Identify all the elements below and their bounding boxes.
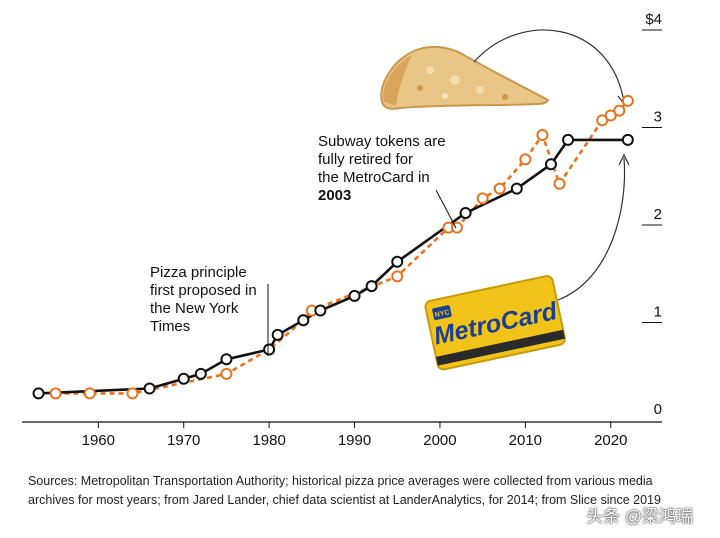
pizza-slice-price-point [536, 129, 549, 141]
watermark: 头条 @梁鸿瑞 [586, 507, 693, 526]
pizza-slice-price-point [613, 104, 626, 117]
y-grid [642, 29, 662, 323]
sources-note: Sources: Metropolitan Transportation Aut… [28, 474, 661, 507]
subway-fare-point [348, 289, 361, 302]
annotation-subway-tokens: Subway tokens are fully retired for the … [318, 133, 450, 204]
y-tick-label: 3 [654, 109, 662, 126]
subway-fare-point [621, 133, 634, 146]
y-tick-label: 1 [654, 304, 662, 321]
metrocard-image: NYC MetroCard [424, 275, 566, 371]
metrocard-arrow [557, 157, 626, 301]
x-tick-label: 2020 [594, 432, 627, 449]
subway-fare-point [562, 133, 575, 146]
x-axis [22, 421, 662, 428]
subway-fare-point [510, 182, 523, 195]
pizza-slice-price-point [604, 109, 617, 122]
subway-fare-point [143, 382, 156, 395]
subway-fare-point [314, 304, 327, 317]
subway-fare-point [32, 387, 45, 400]
y-tick-labels: 0 1 2 3 $4 [645, 11, 662, 418]
pizza-slice-price-point [126, 387, 139, 400]
pizza-slice-price-point [596, 114, 609, 127]
pizza-slice-price-point [83, 387, 96, 400]
price-chart: 1960 1970 1980 1990 2000 2010 2020 0 1 2 3 $4 Pizz… [22, 11, 662, 449]
pizza-arrow [473, 29, 625, 103]
subway-fare-point [220, 353, 233, 366]
x-tick-label: 1970 [167, 432, 200, 449]
pizza-slice-price-point [391, 270, 404, 283]
x-tick-label: 2010 [509, 432, 542, 449]
subway-tokens-leader [435, 189, 457, 229]
x-tick-labels: 1960 1970 1980 1990 2000 2010 2020 [82, 432, 628, 449]
subway-fare-point [271, 328, 284, 341]
subway-fare-point [194, 367, 207, 380]
subway-fare-point [391, 255, 404, 268]
pizza-slice-image [380, 46, 550, 110]
subway-fare-point [544, 158, 557, 171]
y-tick-label: 2 [654, 206, 662, 223]
subway-fare-point [263, 343, 276, 356]
pizza-slice-price-point [553, 177, 566, 190]
subway-fare-point [297, 314, 310, 327]
subway-fare-point [365, 280, 378, 293]
series [32, 94, 634, 400]
pizza-slice-price-point [519, 153, 532, 166]
y-tick-label: $4 [645, 11, 662, 28]
pizza-slice-price-point [220, 367, 233, 380]
pizza-slice-price-point [476, 192, 489, 205]
x-tick-label: 1980 [252, 432, 285, 449]
pizza-slice-price-point [49, 387, 62, 400]
pizza-slice-price-point [621, 94, 634, 107]
x-tick-label: 1960 [82, 432, 115, 449]
annotation-pizza-principle: Pizza principle first proposed in the Ne… [150, 264, 261, 335]
subway-fare-point [177, 372, 190, 385]
x-tick-label: 2000 [423, 432, 456, 449]
subway-fare-point [459, 207, 472, 219]
x-tick-label: 1990 [338, 432, 371, 449]
y-tick-label: 0 [654, 401, 662, 418]
pizza-slice-price-point [493, 182, 506, 195]
metrocard-badge-text: NYC [434, 309, 450, 319]
metrocard-badge [432, 305, 452, 320]
